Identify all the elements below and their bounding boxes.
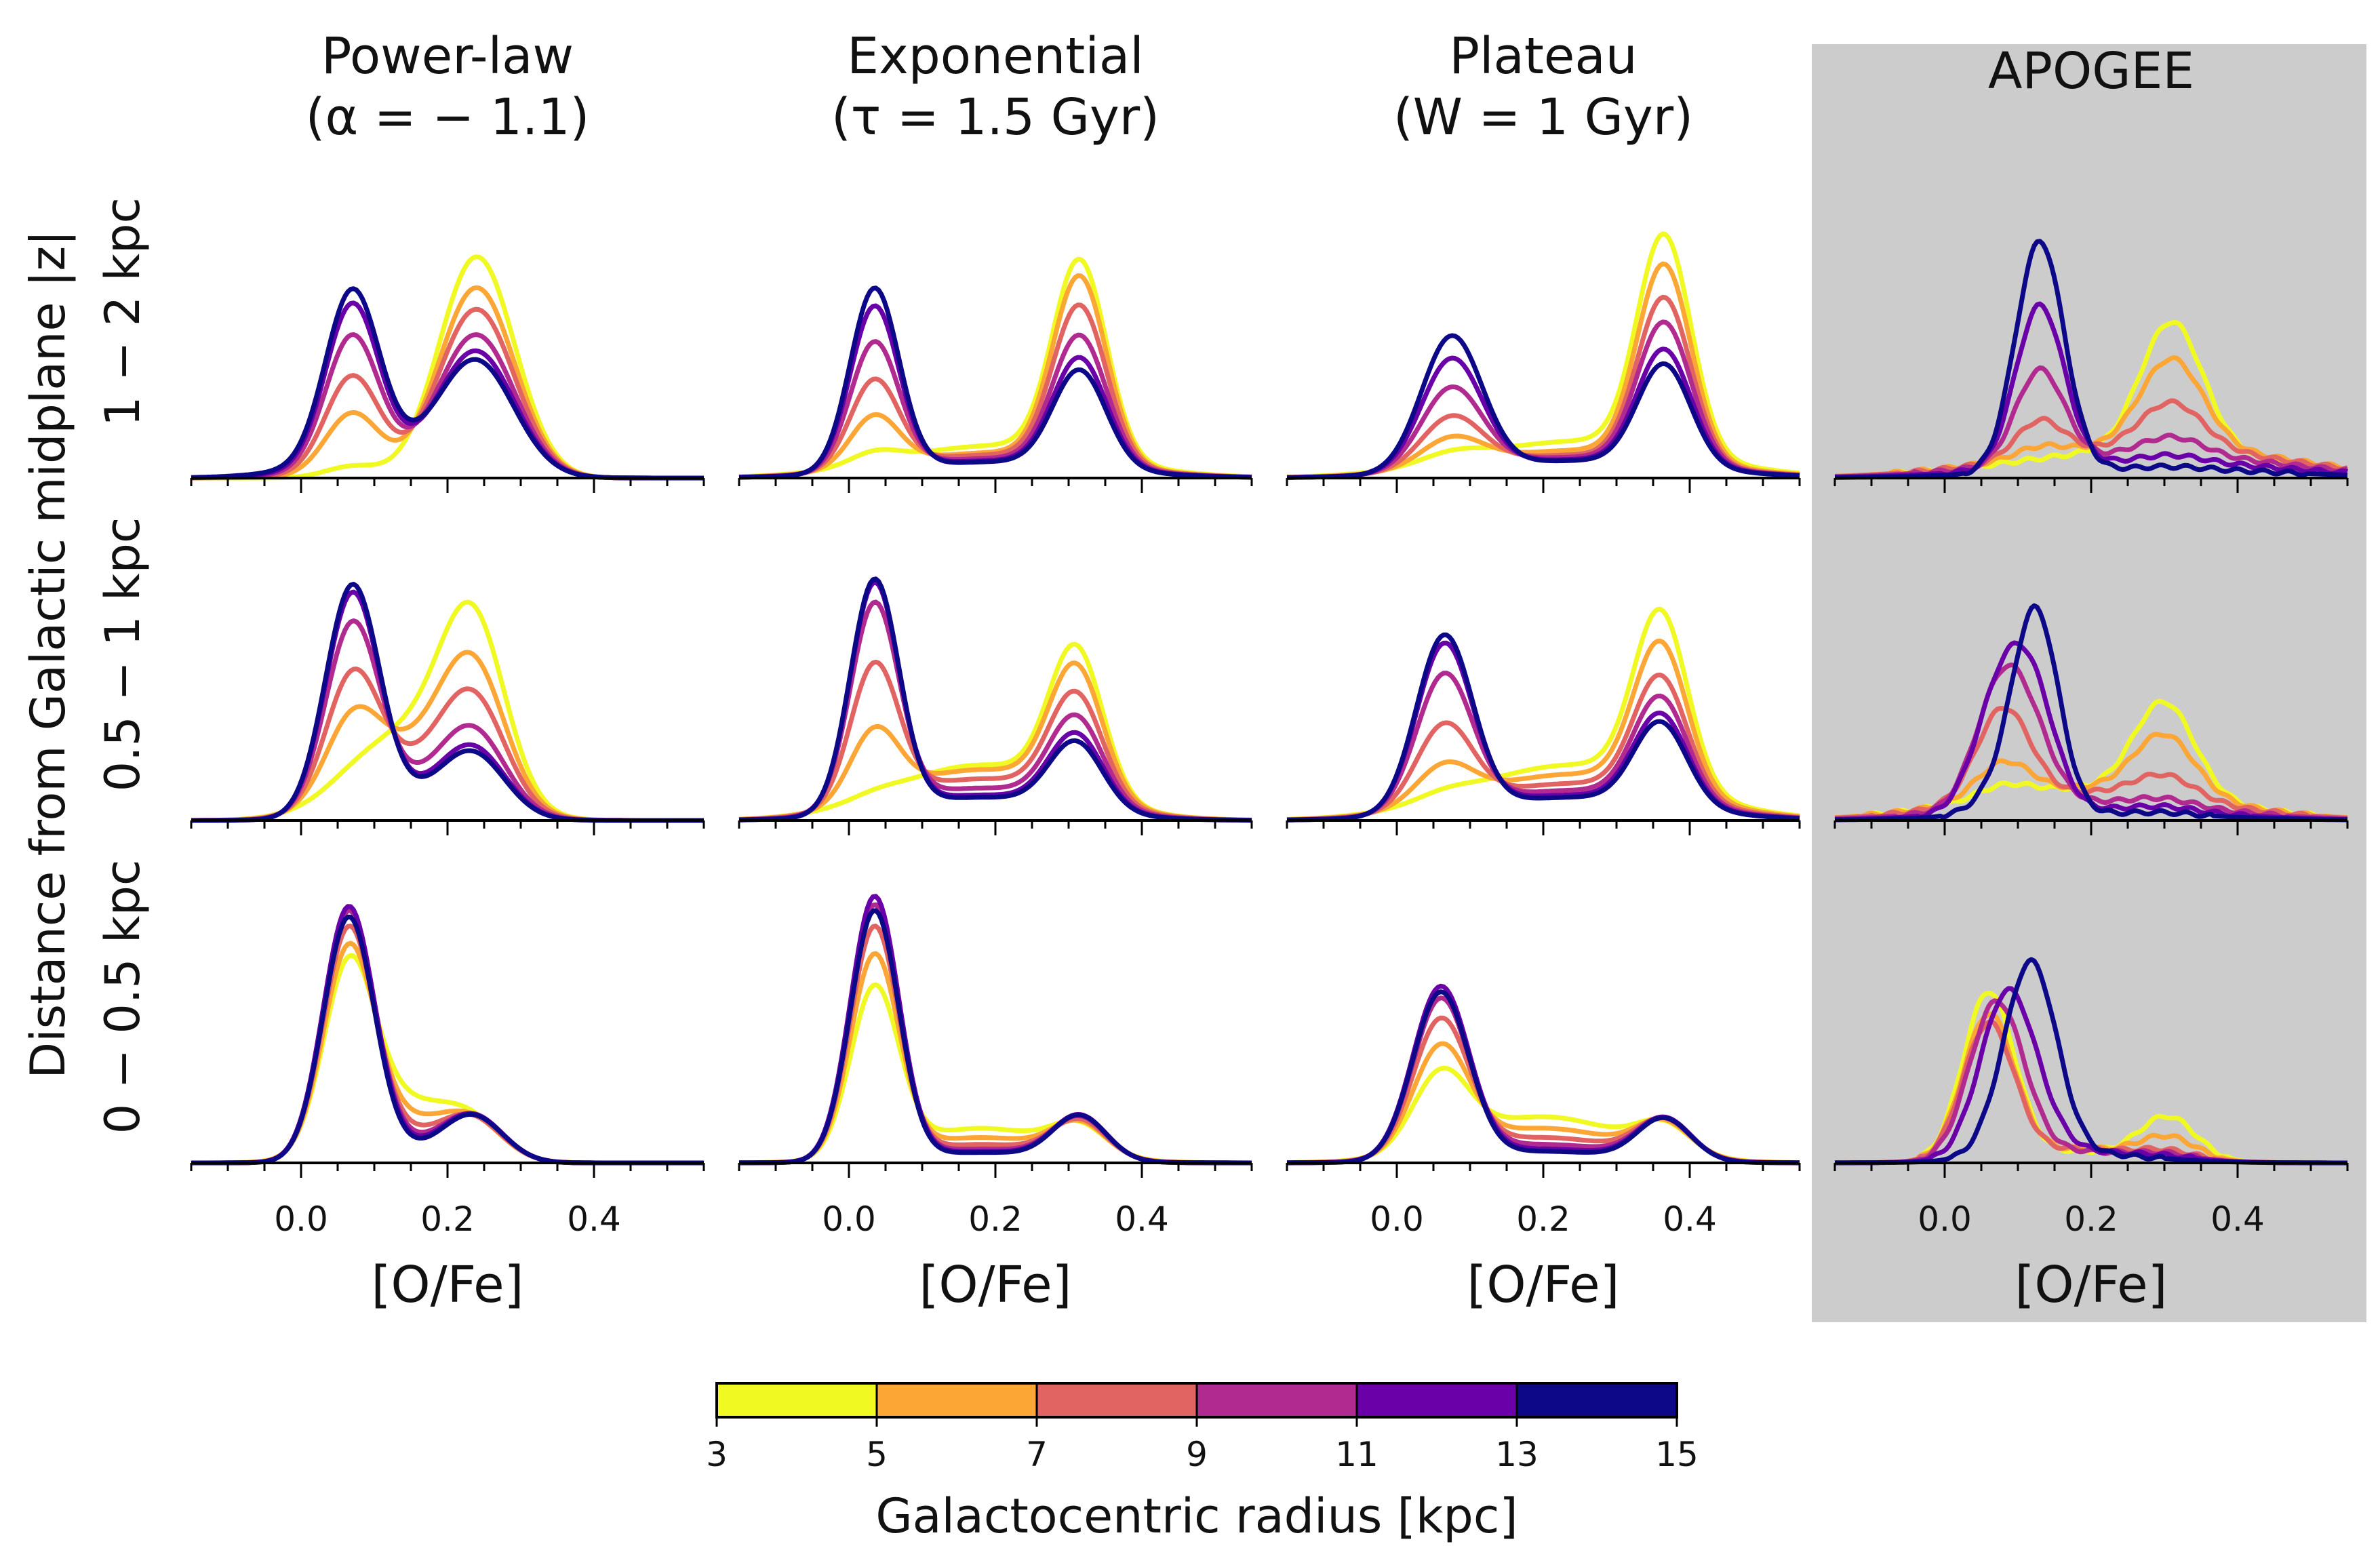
series-line-radius-13-15	[1835, 239, 2348, 480]
series-line-radius-13-15	[739, 576, 1252, 823]
x-tick-label: 0.0	[1370, 1200, 1424, 1239]
panel-c1-r1	[738, 576, 1253, 835]
colorbar-tick-label: 9	[1186, 1435, 1208, 1474]
series-line-radius-9-11	[739, 902, 1252, 1166]
colorbar-segment	[1517, 1383, 1677, 1417]
series-line-radius-9-11	[738, 332, 1252, 480]
series-line-radius-3-5	[1286, 231, 1800, 479]
col-title-exponential-line1: Exponential	[847, 27, 1144, 85]
colorbar-tick-label: 15	[1655, 1435, 1699, 1474]
col-title-apogee: APOGEE	[1988, 42, 2194, 100]
series-line-radius-7-9	[191, 924, 704, 1166]
x-tick-label: 0.0	[274, 1200, 328, 1239]
row-labels: 1 − 2 kpc 0.5 − 1 kpc 0 − 0.5 kpc Distan…	[20, 197, 151, 1134]
x-tick-label: 0.2	[1516, 1200, 1570, 1239]
row-label-0.5-1kpc: 0.5 − 1 kpc	[95, 517, 151, 792]
colorbar-label: Galactocentric radius [kpc]	[875, 1488, 1518, 1544]
panel-c3-r2: 0.0 0.2 0.4	[1833, 957, 2349, 1239]
series-line-radius-7-9	[191, 667, 704, 823]
panel-c3-r1	[1833, 603, 2349, 835]
x-tick-label: 0.4	[567, 1200, 621, 1239]
series-line-radius-7-9	[1286, 1015, 1800, 1166]
panel-c2-r2: 0.0 0.2 0.4	[1286, 983, 1801, 1239]
series-line-radius-3-5	[191, 599, 704, 823]
colorbar-segment	[1037, 1383, 1197, 1417]
x-tick-label: 0.4	[1663, 1200, 1717, 1239]
series-line-radius-5-7	[191, 940, 704, 1166]
series-line-radius-13-15	[738, 285, 1252, 480]
col-title-power-law-line2: (α = − 1.1)	[306, 88, 590, 146]
x-tick-label: 0.2	[968, 1200, 1023, 1239]
series-line-radius-13-15	[1286, 333, 1800, 480]
panels: 0.0 0.2 0.4 0.0 0.2 0.4 0.0 0.2 0.4 0.0 0.2 0.4	[190, 231, 2349, 1239]
colorbar-tick-label: 5	[866, 1435, 888, 1474]
panel-c0-r0	[190, 254, 705, 493]
panel-c0-r1	[190, 582, 705, 835]
colorbar-tick-label: 3	[706, 1435, 728, 1474]
colorbar: 3 5 7 9 11 13 15	[706, 1382, 1699, 1474]
series-line-radius-13-15	[1287, 989, 1800, 1166]
row-label-1-2kpc: 1 − 2 kpc	[95, 197, 151, 427]
x-label-col1: [O/Fe]	[372, 1256, 524, 1314]
series-line-radius-5-7	[739, 951, 1252, 1166]
panel-c2-r0	[1286, 231, 1801, 493]
y-axis-label: Distance from Galactic midplane |z|	[20, 230, 76, 1079]
x-tick-label: 0.4	[1115, 1200, 1169, 1239]
x-label-col2: [O/Fe]	[919, 1256, 1072, 1314]
series-line-radius-13-15	[1286, 632, 1800, 822]
x-tick-label: 0.2	[420, 1200, 475, 1239]
colorbar-tick-label: 11	[1335, 1435, 1379, 1474]
colorbar-segment	[1357, 1383, 1517, 1417]
series-line-radius-7-9	[1834, 706, 2348, 820]
x-label-col4: [O/Fe]	[2015, 1256, 2168, 1314]
col-title-power-law-line1: Power-law	[321, 27, 574, 85]
apogee-panel-background	[1812, 44, 2366, 1322]
series-line-radius-13-15	[1834, 603, 2348, 822]
series-line-radius-9-11	[738, 599, 1252, 823]
x-label-col3: [O/Fe]	[1467, 1256, 1620, 1314]
series-line-radius-11-13	[739, 894, 1252, 1166]
panel-c1-r2: 0.0 0.2 0.4	[738, 894, 1253, 1239]
series-line-radius-13-15	[739, 908, 1252, 1166]
x-axis-labels: [O/Fe] [O/Fe] [O/Fe] [O/Fe]	[372, 1256, 2168, 1314]
x-tick-label: 0.4	[2210, 1200, 2265, 1239]
colorbar-tick-label: 13	[1495, 1435, 1539, 1474]
colorbar-segment	[877, 1383, 1037, 1417]
series-line-radius-11-13	[191, 300, 704, 481]
colorbar-tick-label: 7	[1026, 1435, 1048, 1474]
panel-c1-r0	[738, 256, 1253, 493]
column-titles: Power-law (α = − 1.1) Exponential (τ = 1…	[306, 27, 2195, 146]
x-tick-label: 0.0	[1918, 1200, 1972, 1239]
series-line-radius-3-5	[738, 256, 1252, 479]
column-backgrounds	[1812, 44, 2366, 1322]
series-line-radius-3-5	[191, 953, 704, 1166]
series-line-radius-13-15	[191, 914, 704, 1166]
series-line-radius-11-13	[739, 580, 1252, 823]
series-line-radius-9-11	[191, 618, 704, 823]
panel-c2-r1	[1286, 606, 1801, 835]
col-title-plateau-line1: Plateau	[1449, 27, 1637, 85]
x-tick-label: 0.0	[822, 1200, 876, 1239]
panel-c0-r2: 0.0 0.2 0.4	[190, 904, 705, 1239]
colorbar-segment	[1197, 1383, 1357, 1417]
series-line-radius-3-5	[1286, 606, 1800, 822]
panel-c3-r0	[1833, 239, 2349, 493]
col-title-plateau-line2: (W = 1 Gyr)	[1393, 88, 1693, 146]
col-title-exponential-line2: (τ = 1.5 Gyr)	[831, 88, 1159, 146]
colorbar-segment	[717, 1383, 877, 1417]
x-tick-label: 0.2	[2064, 1200, 2118, 1239]
row-label-0-0.5kpc: 0 − 0.5 kpc	[95, 860, 151, 1134]
